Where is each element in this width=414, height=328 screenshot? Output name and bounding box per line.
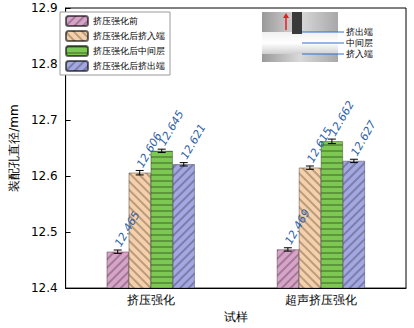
svg-text:挤压强化后中间层: 挤压强化后中间层 (93, 46, 165, 56)
svg-text:12.4: 12.4 (31, 281, 58, 295)
svg-text:12.5: 12.5 (31, 225, 58, 239)
svg-text:挤入端: 挤入端 (346, 49, 373, 59)
svg-text:12.615: 12.615 (304, 125, 335, 165)
svg-text:装配孔直径/mm: 装配孔直径/mm (7, 104, 21, 191)
svg-text:挤出端: 挤出端 (346, 27, 373, 37)
svg-text:试样: 试样 (224, 310, 248, 324)
svg-text:中间层: 中间层 (346, 38, 373, 48)
svg-text:12.8: 12.8 (31, 57, 58, 71)
svg-text:12.465: 12.465 (112, 209, 142, 249)
svg-text:12.662: 12.662 (326, 99, 356, 139)
svg-text:12.627: 12.627 (348, 118, 378, 158)
svg-text:12.7: 12.7 (31, 113, 58, 127)
svg-text:12.9: 12.9 (31, 1, 58, 15)
svg-text:12.6: 12.6 (31, 169, 58, 183)
svg-text:12.606: 12.606 (134, 130, 165, 170)
svg-text:12.645: 12.645 (156, 108, 186, 148)
svg-text:超声挤压强化: 超声挤压强化 (285, 293, 357, 307)
svg-text:挤压强化前: 挤压强化前 (93, 16, 138, 26)
svg-text:挤压强化: 挤压强化 (127, 293, 175, 307)
svg-text:12.469: 12.469 (282, 207, 312, 247)
svg-text:挤压强化后挤出端: 挤压强化后挤出端 (93, 61, 165, 71)
svg-text:挤压强化后挤入端: 挤压强化后挤入端 (93, 31, 165, 41)
svg-text:12.621: 12.621 (178, 122, 208, 162)
